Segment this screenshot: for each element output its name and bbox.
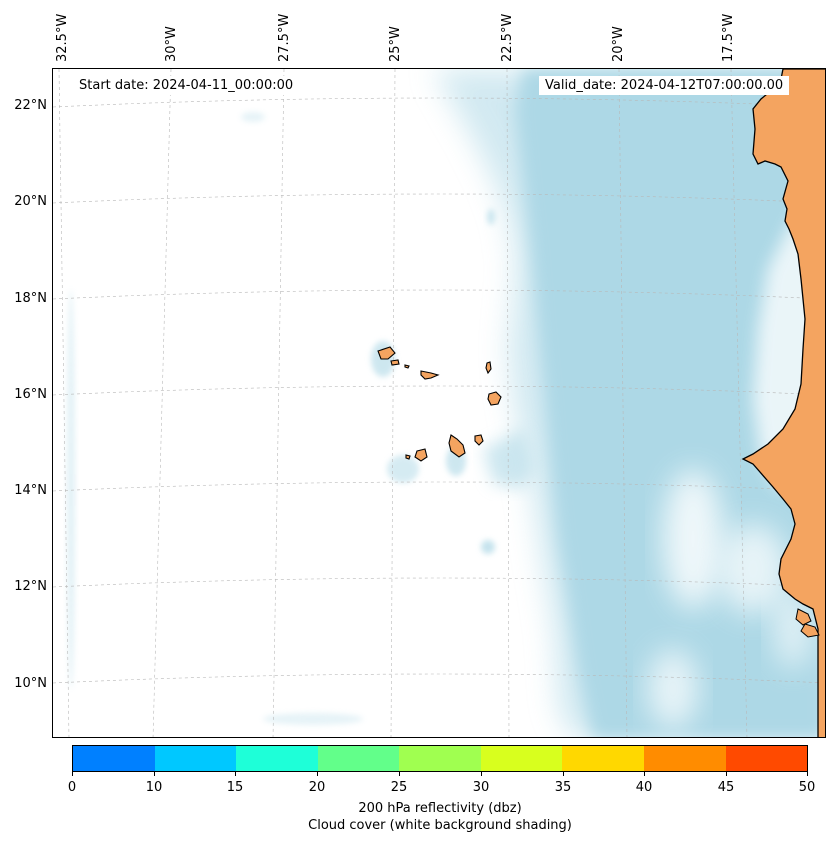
lon-label: 22.5°W [500,13,515,62]
colorbar-segment [643,746,726,771]
reflectivity-colorbar [72,745,808,772]
lat-label: 12°N [14,579,47,594]
map-panel[interactable] [52,68,826,738]
lat-label: 18°N [14,291,47,306]
lon-label: 27.5°W [277,13,292,62]
lon-label: 20°W [611,26,626,62]
colorbar-tick-label: 50 [798,780,816,795]
colorbar-tick-label: 25 [390,780,408,795]
lon-label: 25°W [388,26,403,62]
colorbar-segment [73,746,155,771]
colorbar-segment [562,746,644,771]
lon-label: 17.5°W [721,13,736,62]
colorbar-title: 200 hPa reflectivity (dbz) [358,801,522,816]
lat-label: 22°N [14,98,47,113]
colorbar-tick-label: 15 [226,780,244,795]
africa-coastline [741,69,825,737]
cape-verde-islands [377,346,502,462]
colorbar-tick-label: 20 [308,780,326,795]
lat-label: 16°N [14,387,47,402]
lat-label: 10°N [14,676,47,691]
cloud-cover-field [67,69,825,737]
colorbar-segment [154,746,237,771]
map-canvas [53,69,825,737]
lat-label: 20°N [14,194,47,209]
colorbar-segment [399,746,481,771]
graticule-lines [53,69,825,737]
valid-date-label: Valid_date: 2024-04-12T07:00:00.00 [539,76,790,95]
lon-label: 30°W [164,26,179,62]
start-date-label: Start date: 2024-04-11_00:00:00 [73,76,300,95]
colorbar-tick-label: 35 [554,780,572,795]
lat-label: 14°N [14,483,47,498]
colorbar-segment [725,746,808,771]
colorbar-tick-label: 45 [717,780,735,795]
colorbar-tick-label: 30 [472,780,490,795]
colorbar-tick-label: 40 [635,780,653,795]
colorbar-tick-label: 0 [67,780,77,795]
colorbar-segment [317,746,400,771]
lon-label: 32.5°W [55,13,70,62]
colorbar-segment [236,746,318,771]
colorbar-subtitle: Cloud cover (white background shading) [308,818,572,833]
colorbar-tick-label: 10 [145,780,163,795]
colorbar-segment [480,746,563,771]
